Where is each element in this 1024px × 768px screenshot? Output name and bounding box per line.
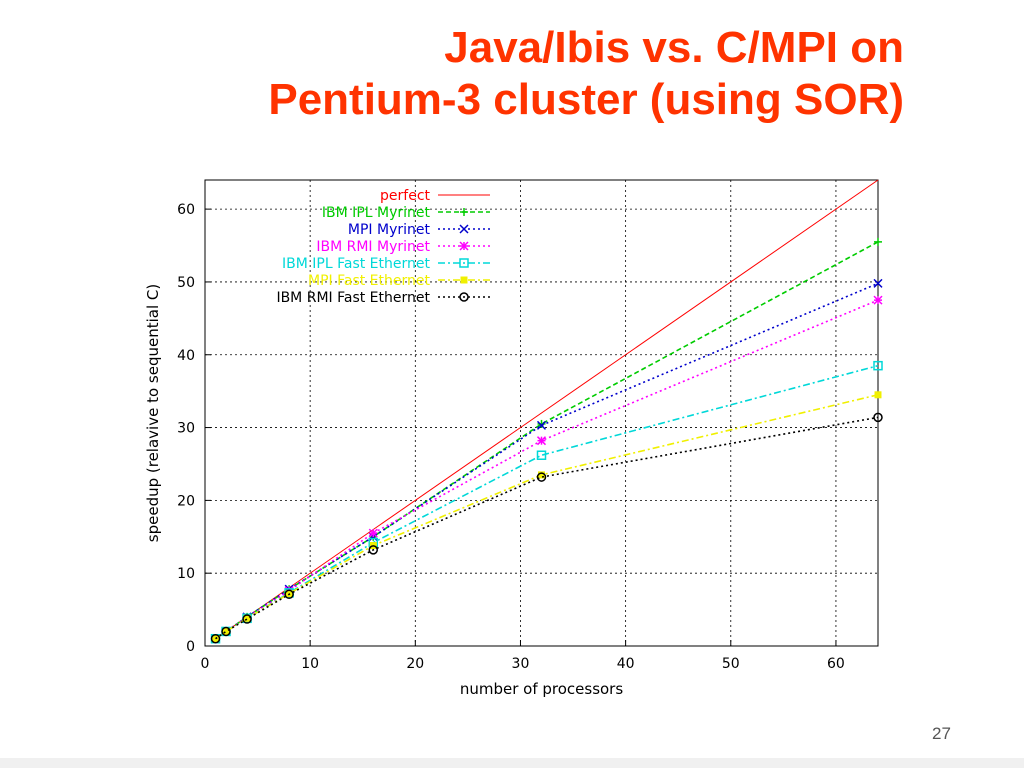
series-ibm-ipl-fast-ethernet bbox=[210, 360, 883, 644]
x-tick-label: 50 bbox=[722, 656, 740, 672]
grid-lines bbox=[205, 180, 878, 646]
y-tick-label: 30 bbox=[177, 421, 195, 437]
y-tick-label: 10 bbox=[177, 566, 195, 582]
data-point bbox=[284, 589, 294, 600]
x-tick-label: 30 bbox=[512, 656, 530, 672]
y-tick-label: 0 bbox=[186, 639, 195, 655]
legend-label: MPI Myrinet bbox=[348, 222, 431, 238]
x-tick-label: 20 bbox=[406, 656, 424, 672]
title-line-1: Java/Ibis vs. C/MPI on bbox=[444, 23, 904, 72]
data-point bbox=[874, 237, 882, 246]
series-line bbox=[215, 416, 879, 640]
series-line bbox=[215, 364, 879, 640]
data-point bbox=[537, 419, 546, 428]
data-point bbox=[873, 295, 883, 305]
data-point bbox=[459, 224, 469, 234]
series-ibm-rmi-myrinet bbox=[210, 295, 883, 644]
y-tick-label: 20 bbox=[177, 493, 195, 509]
data-point bbox=[460, 276, 468, 284]
legend-label: MPI Fast Ethernet bbox=[308, 273, 430, 289]
data-point bbox=[873, 412, 883, 423]
data-point bbox=[459, 292, 469, 302]
slide-title: Java/Ibis vs. C/MPI on Pentium-3 cluster… bbox=[268, 22, 904, 126]
data-point bbox=[536, 472, 547, 482]
data-point bbox=[210, 633, 221, 644]
data-point bbox=[459, 258, 469, 268]
y-tick-label: 50 bbox=[177, 275, 195, 291]
data-point bbox=[368, 528, 378, 538]
data-point bbox=[874, 391, 882, 399]
page-number: 27 bbox=[932, 724, 951, 743]
series-perfect bbox=[215, 179, 879, 640]
data-point bbox=[536, 450, 547, 460]
y-axis-label: speedup (relavive to sequential C) bbox=[144, 284, 162, 542]
legend-label: IBM RMI Myrinet bbox=[316, 239, 430, 255]
series-line bbox=[215, 179, 879, 640]
data-point bbox=[873, 360, 883, 371]
data-point bbox=[536, 420, 547, 430]
legend-label: IBM IPL Fast Ethernet bbox=[282, 256, 430, 272]
legend-label: IBM IPL Myrinet bbox=[322, 205, 431, 221]
legend-label: IBM RMI Fast Ethernet bbox=[276, 290, 430, 306]
y-tick-label: 40 bbox=[177, 348, 195, 364]
data-point bbox=[536, 436, 547, 446]
data-point bbox=[222, 627, 230, 635]
data-point bbox=[460, 208, 468, 216]
title-line-2: Pentium-3 cluster (using SOR) bbox=[268, 75, 904, 124]
x-tick-label: 10 bbox=[301, 656, 319, 672]
series-layer bbox=[210, 179, 883, 644]
series-line bbox=[215, 299, 879, 640]
x-tick-label: 0 bbox=[201, 656, 210, 672]
series-mpi-myrinet bbox=[210, 278, 883, 644]
series-ibm-rmi-fast-ethernet bbox=[210, 412, 883, 644]
x-tick-label: 40 bbox=[617, 656, 635, 672]
series-mpi-fast-ethernet bbox=[212, 391, 882, 643]
data-point bbox=[459, 241, 469, 251]
data-point bbox=[873, 278, 883, 288]
data-point bbox=[221, 626, 231, 637]
data-point bbox=[368, 545, 378, 555]
x-axis-label: number of processors bbox=[460, 680, 624, 698]
y-tick-label: 60 bbox=[177, 202, 195, 218]
footer-bar bbox=[0, 758, 1024, 768]
series-line bbox=[215, 282, 879, 640]
axis-ticks: 0 10 20 30 40 50 60 0 10 20 30 40 50 60 bbox=[177, 202, 845, 672]
data-point bbox=[242, 614, 252, 624]
legend-label: perfect bbox=[380, 188, 430, 204]
x-tick-label: 60 bbox=[827, 656, 845, 672]
series-line bbox=[215, 394, 879, 640]
